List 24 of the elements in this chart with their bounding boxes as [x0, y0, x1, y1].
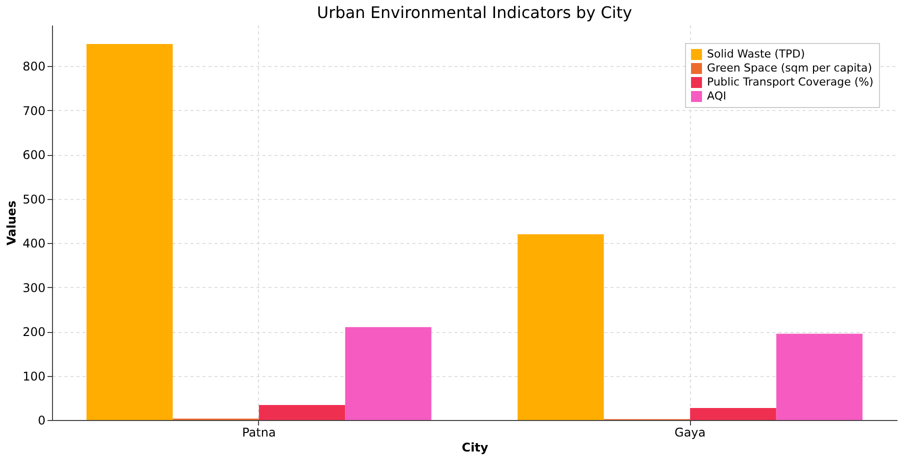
bar — [258, 404, 346, 420]
bar — [518, 234, 604, 420]
x-axis-title: City — [462, 440, 488, 454]
bar — [776, 334, 863, 420]
y-tick-label: 800 — [22, 60, 46, 74]
y-tick-label: 700 — [22, 104, 46, 118]
legend-label: AQI — [707, 90, 726, 102]
y-tick-label: 600 — [22, 148, 46, 162]
y-tick-label: 300 — [22, 280, 46, 295]
legend-label: Green Space (sqm per capita) — [707, 62, 872, 74]
legend-label: Solid Waste (TPD) — [707, 48, 805, 60]
y-tick-label: 100 — [22, 369, 46, 384]
x-tick-label: Gaya — [674, 426, 706, 440]
y-tick-label: 0 — [38, 414, 46, 428]
y-tick-label: 200 — [22, 325, 46, 340]
y-axis-title: Values — [4, 200, 19, 246]
y-tick-label: 400 — [22, 236, 46, 251]
y-tick-label: 500 — [22, 192, 46, 206]
x-tick-label: Patna — [242, 426, 276, 440]
bar — [345, 327, 432, 420]
chart-title: Urban Environmental Indicators by City — [316, 3, 632, 22]
bar — [86, 44, 173, 420]
legend-label: Public Transport Coverage (%) — [707, 76, 874, 88]
bar — [690, 408, 776, 420]
